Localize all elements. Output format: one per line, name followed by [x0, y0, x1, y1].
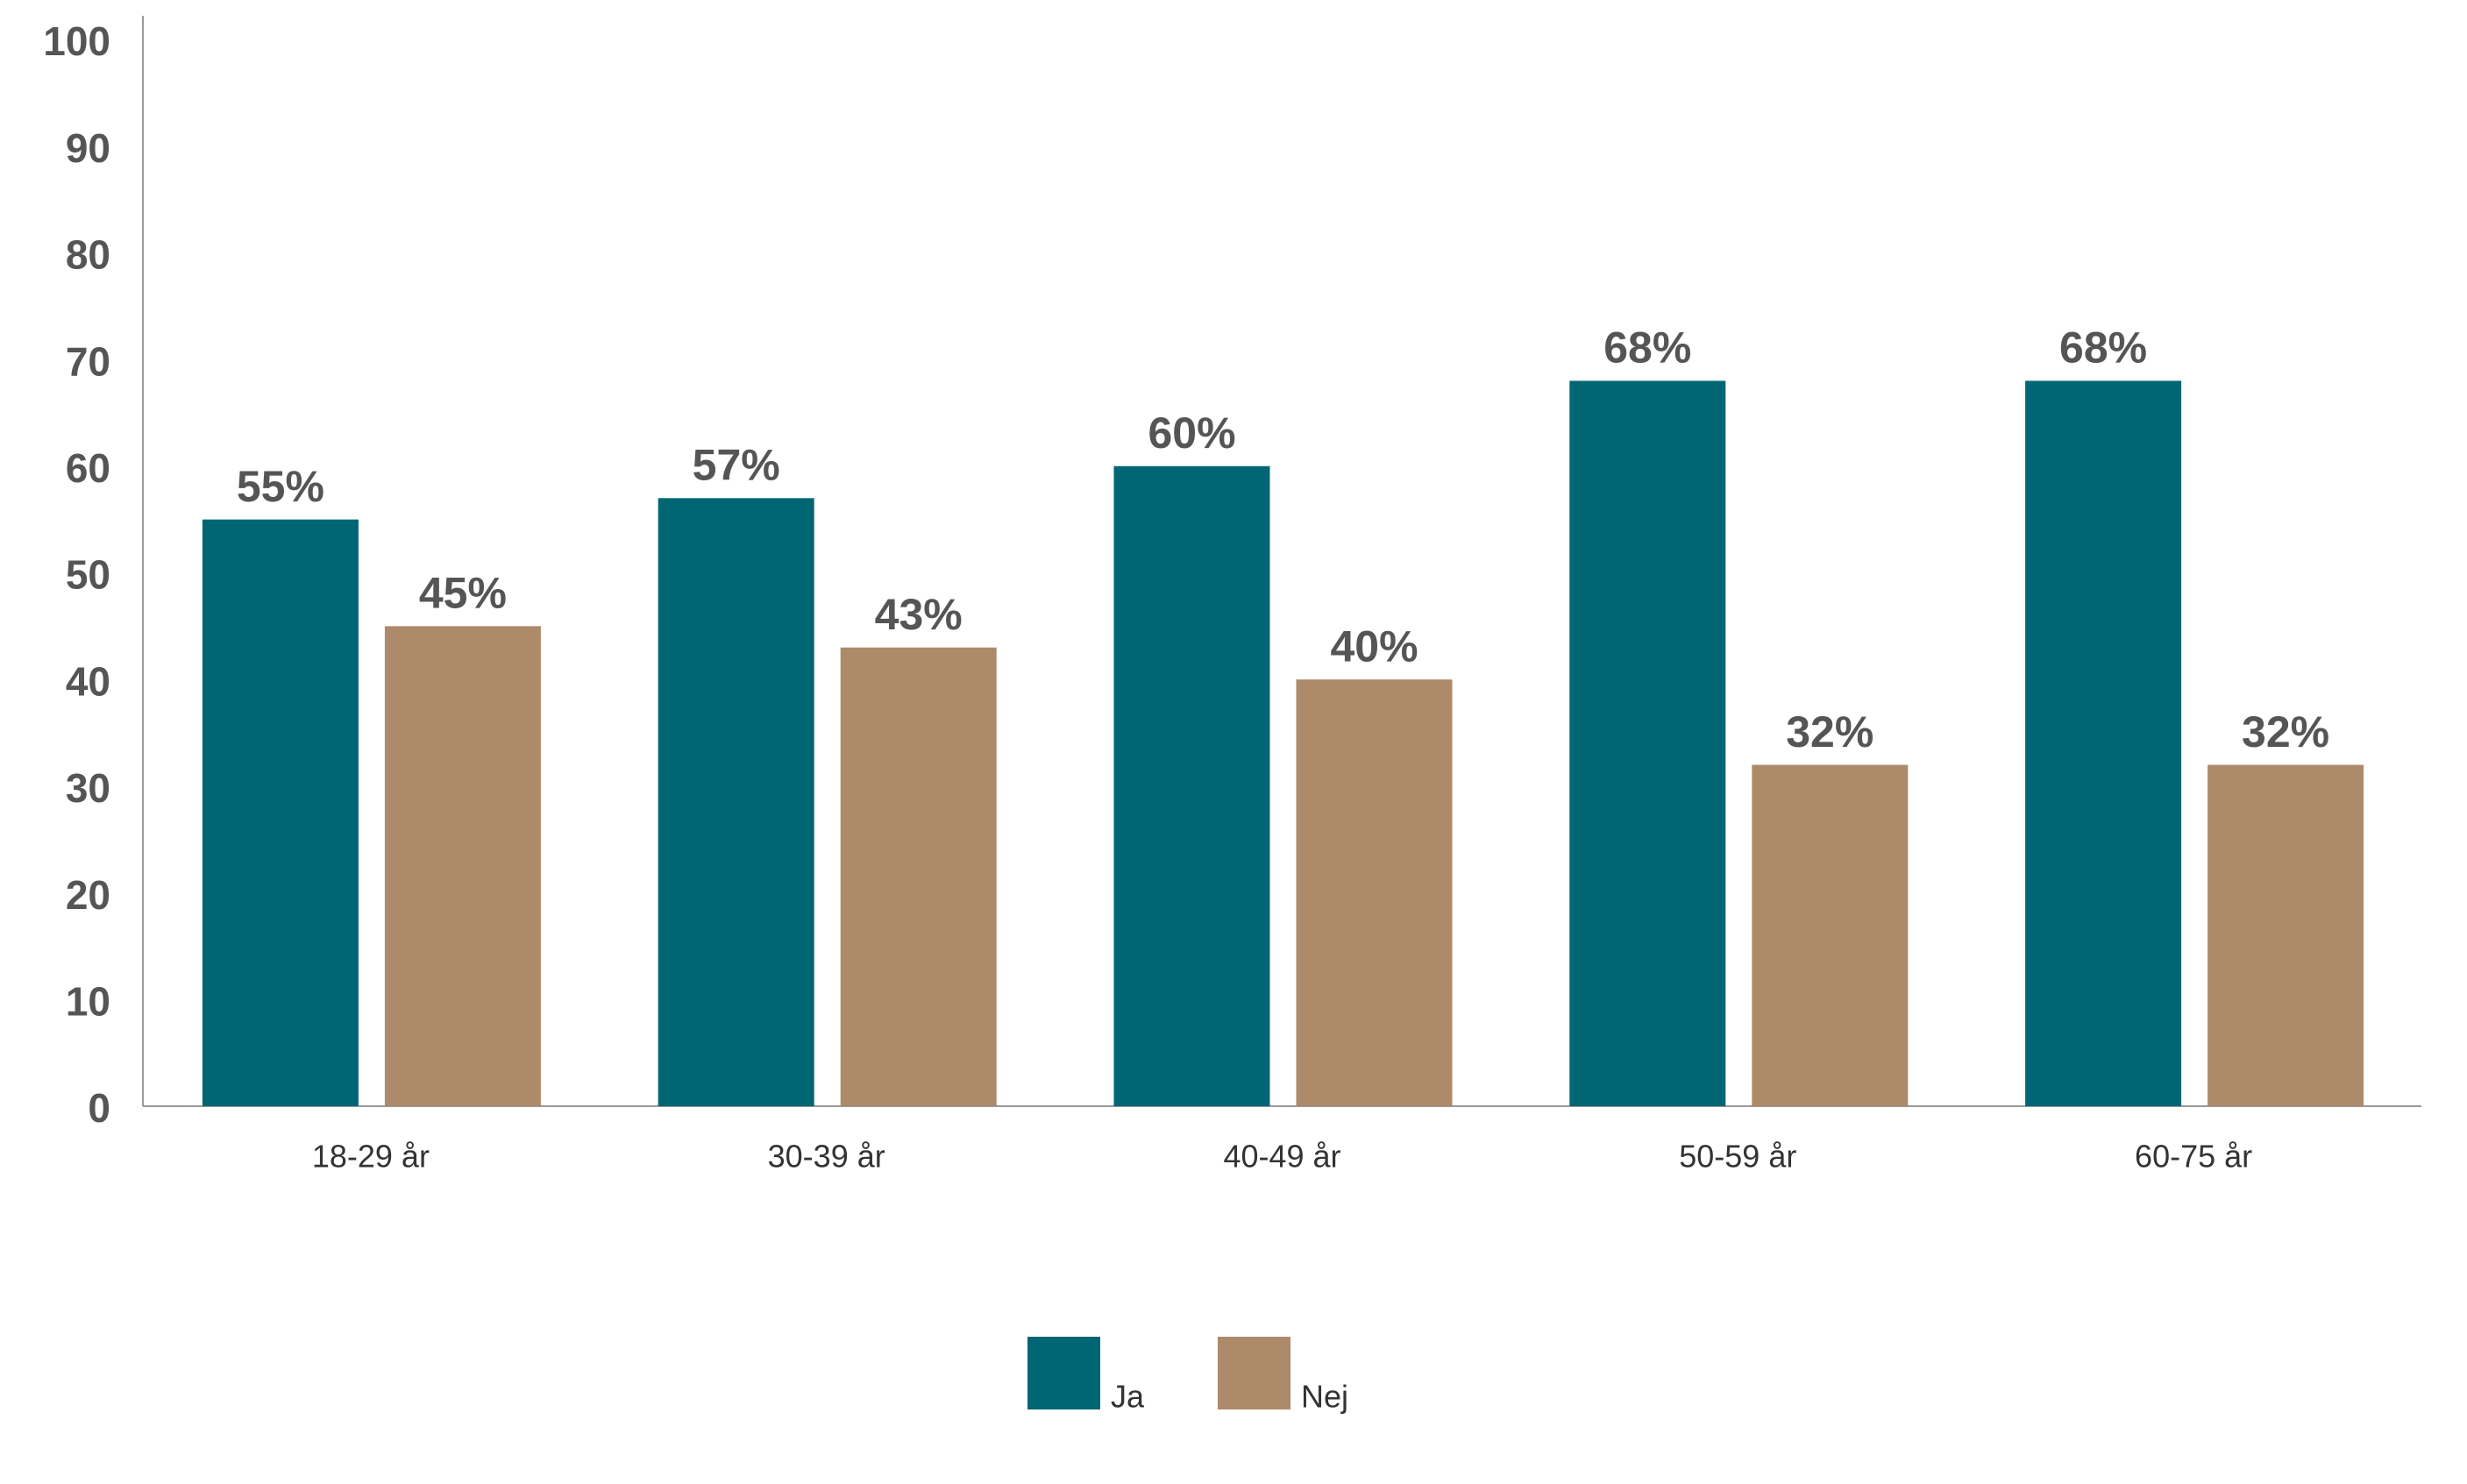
bar: [202, 519, 359, 1106]
legend-label: Nej: [1301, 1379, 1348, 1415]
y-tick-label: 40: [66, 658, 110, 704]
value-label: 68%: [2059, 323, 2147, 373]
bar: [1569, 380, 1726, 1106]
x-tick-label: 50-59 år: [1679, 1139, 1796, 1175]
y-tick-label: 70: [66, 338, 110, 384]
bar: [1296, 679, 1453, 1106]
value-label: 55%: [237, 462, 324, 511]
x-tick-label: 60-75 år: [2135, 1139, 2252, 1175]
bar: [840, 647, 997, 1106]
y-tick-label: 60: [66, 445, 110, 491]
bar: [384, 626, 541, 1106]
value-label: 32%: [1786, 707, 1873, 756]
x-tick-label: 30-39 år: [768, 1139, 885, 1175]
value-label: 45%: [419, 569, 507, 618]
y-tick-label: 10: [66, 978, 110, 1024]
value-label: 43%: [875, 590, 963, 639]
x-tick-label: 40-49 år: [1223, 1139, 1340, 1175]
bar: [2025, 380, 2182, 1106]
bar: [1113, 465, 1270, 1106]
value-label: 32%: [2242, 707, 2329, 756]
y-tick-label: 100: [43, 18, 110, 64]
legend-label: Ja: [1111, 1379, 1145, 1415]
value-label: 40%: [1330, 621, 1418, 671]
y-tick-label: 20: [66, 872, 110, 918]
y-tick-label: 80: [66, 232, 110, 278]
value-label: 60%: [1148, 408, 1235, 458]
bar: [1752, 764, 1909, 1106]
legend-swatch: [1218, 1337, 1290, 1409]
x-tick-label: 18-29 år: [312, 1139, 430, 1175]
value-label: 57%: [693, 441, 780, 490]
bar: [658, 498, 814, 1106]
y-tick-label: 50: [66, 552, 110, 598]
legend-swatch: [1027, 1337, 1100, 1409]
y-tick-label: 0: [88, 1085, 110, 1131]
y-tick-label: 30: [66, 765, 110, 811]
bar: [2208, 764, 2364, 1106]
value-label: 68%: [1603, 323, 1691, 373]
y-tick-label: 90: [66, 125, 110, 171]
